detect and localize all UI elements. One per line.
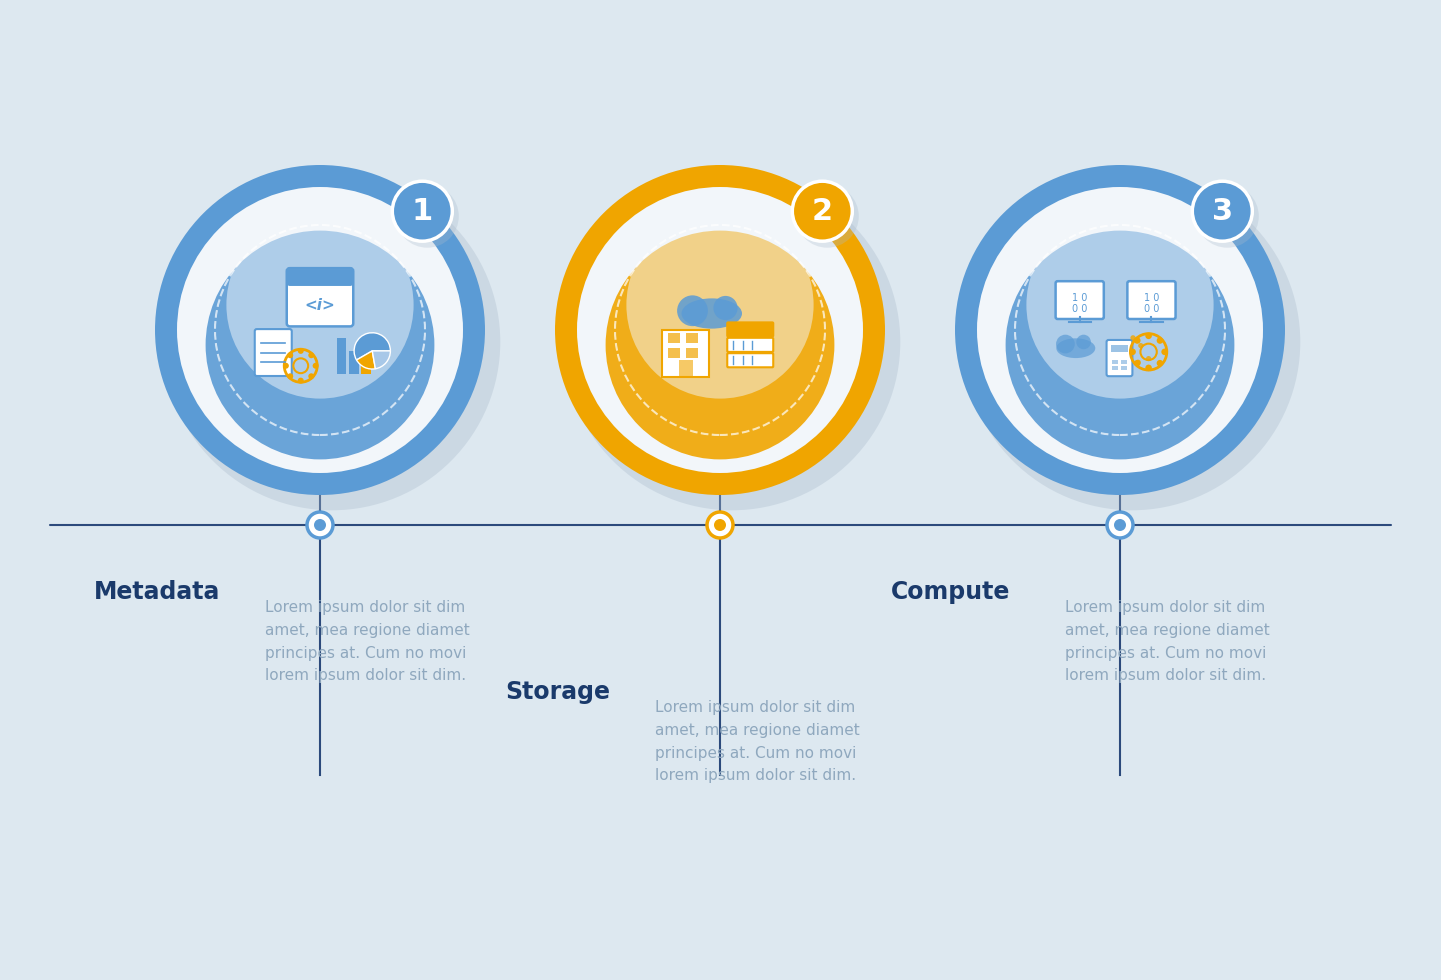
Circle shape	[1130, 349, 1136, 355]
Bar	[1121, 361, 1127, 365]
Circle shape	[313, 363, 318, 368]
Circle shape	[1136, 360, 1141, 365]
Circle shape	[1006, 230, 1235, 460]
Bar	[686, 333, 697, 343]
Text: 1 0: 1 0	[1144, 293, 1159, 304]
Ellipse shape	[682, 298, 742, 328]
FancyBboxPatch shape	[1056, 281, 1104, 319]
Circle shape	[964, 173, 1300, 511]
Bar	[686, 348, 697, 358]
Bar	[349, 351, 359, 374]
Text: Metadata: Metadata	[94, 580, 220, 604]
Circle shape	[713, 519, 726, 531]
Circle shape	[226, 212, 414, 399]
Text: Lorem ipsum dolor sit dim
amet, mea regione diamet
principes at. Cum no movi
lor: Lorem ipsum dolor sit dim amet, mea regi…	[656, 700, 860, 783]
Text: Compute: Compute	[891, 580, 1010, 604]
Bar	[360, 359, 370, 374]
Circle shape	[1146, 365, 1151, 371]
Text: 3: 3	[1212, 197, 1233, 225]
Text: Lorem ipsum dolor sit dim
amet, mea regione diamet
principes at. Cum no movi
lor: Lorem ipsum dolor sit dim amet, mea regi…	[265, 600, 470, 683]
Circle shape	[287, 373, 293, 379]
Circle shape	[1146, 356, 1151, 362]
Circle shape	[298, 377, 304, 383]
Circle shape	[977, 187, 1262, 473]
FancyBboxPatch shape	[255, 329, 291, 376]
Wedge shape	[372, 351, 391, 368]
FancyBboxPatch shape	[287, 269, 353, 326]
Circle shape	[164, 173, 500, 511]
Circle shape	[1157, 337, 1163, 344]
Text: 1 0: 1 0	[1072, 293, 1088, 304]
Circle shape	[795, 184, 859, 248]
Circle shape	[308, 373, 314, 379]
Circle shape	[955, 165, 1285, 495]
Bar	[667, 333, 680, 343]
Circle shape	[1076, 335, 1091, 349]
Ellipse shape	[1056, 338, 1095, 358]
FancyBboxPatch shape	[728, 322, 774, 336]
Circle shape	[287, 352, 293, 359]
Circle shape	[308, 352, 314, 359]
Circle shape	[177, 187, 463, 473]
Circle shape	[1196, 184, 1259, 248]
Circle shape	[156, 165, 486, 495]
Circle shape	[576, 187, 863, 473]
Circle shape	[1134, 360, 1140, 367]
Circle shape	[1146, 332, 1151, 339]
Circle shape	[677, 295, 708, 326]
Circle shape	[1056, 335, 1075, 354]
Circle shape	[793, 181, 852, 241]
Bar	[667, 348, 680, 358]
Text: 2: 2	[811, 197, 833, 225]
Circle shape	[1107, 512, 1133, 538]
FancyBboxPatch shape	[288, 270, 352, 285]
Bar	[337, 338, 346, 374]
Circle shape	[282, 363, 288, 368]
FancyBboxPatch shape	[728, 338, 774, 352]
FancyBboxPatch shape	[728, 353, 774, 368]
Circle shape	[563, 173, 901, 511]
Circle shape	[314, 519, 326, 531]
Text: <i>: <i>	[304, 298, 336, 313]
Circle shape	[1026, 212, 1213, 399]
Circle shape	[713, 296, 738, 320]
Bar	[1112, 367, 1118, 370]
Bar	[1111, 345, 1128, 352]
Circle shape	[307, 512, 333, 538]
Circle shape	[1134, 337, 1140, 344]
FancyBboxPatch shape	[1107, 340, 1133, 376]
Circle shape	[1114, 519, 1125, 531]
FancyBboxPatch shape	[1127, 281, 1176, 319]
Circle shape	[298, 348, 304, 354]
Circle shape	[605, 230, 834, 460]
Circle shape	[1157, 360, 1163, 367]
Circle shape	[392, 181, 452, 241]
Wedge shape	[354, 333, 391, 360]
Text: Storage: Storage	[504, 680, 610, 704]
Circle shape	[396, 184, 458, 248]
Circle shape	[1138, 343, 1143, 348]
Bar	[1112, 361, 1118, 365]
Bar	[1121, 367, 1127, 370]
Circle shape	[1161, 349, 1167, 355]
Text: 0 0: 0 0	[1072, 304, 1088, 314]
Circle shape	[1192, 181, 1252, 241]
Bar	[679, 361, 693, 376]
Text: 1: 1	[412, 197, 432, 225]
Text: 0 0: 0 0	[1144, 304, 1159, 314]
Circle shape	[555, 165, 885, 495]
Circle shape	[627, 212, 814, 399]
Circle shape	[708, 512, 733, 538]
Circle shape	[1130, 335, 1136, 340]
Wedge shape	[356, 351, 376, 369]
Text: Lorem ipsum dolor sit dim
amet, mea regione diamet
principes at. Cum no movi
lor: Lorem ipsum dolor sit dim amet, mea regi…	[1065, 600, 1270, 683]
Bar	[663, 330, 709, 376]
Circle shape	[206, 230, 434, 460]
